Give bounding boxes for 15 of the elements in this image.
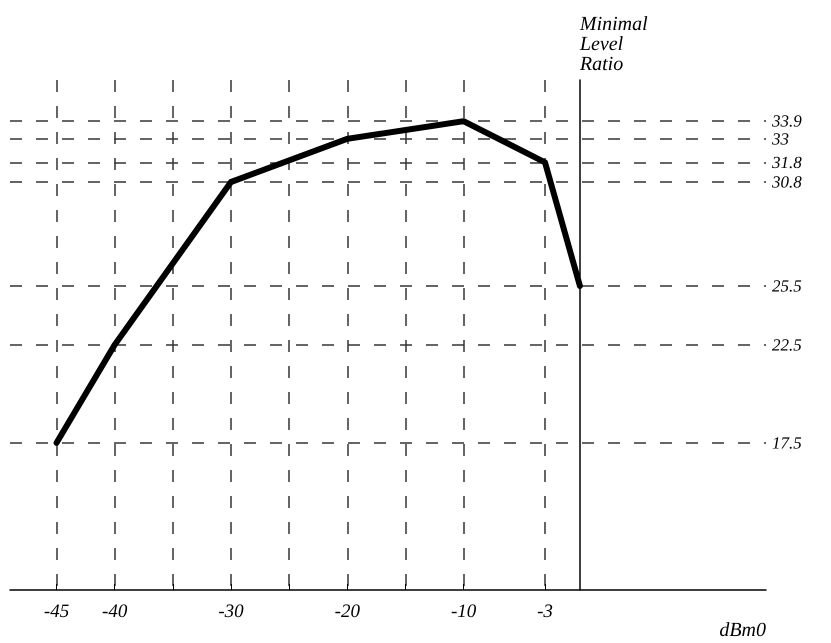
- x-tick-label: -10: [450, 601, 477, 622]
- x-tick-label: -30: [218, 601, 244, 622]
- y-tick-label: 33.9: [771, 112, 802, 131]
- y-tick-label: 33: [771, 129, 789, 148]
- x-axis-title: dBm0: [719, 619, 766, 641]
- y-tick-label: 30.8: [771, 172, 802, 192]
- x-tick-label: -3: [537, 601, 553, 622]
- x-tick-label: -40: [102, 601, 128, 622]
- y-tick-label: 22.5: [772, 335, 802, 354]
- y-tick-label: 31.8: [771, 152, 802, 172]
- x-tick-label: -45: [44, 601, 70, 622]
- y-tick-label: 25.5: [772, 276, 802, 296]
- y-tick-label: 17.5: [772, 433, 802, 452]
- y-axis-title: Minimal Level Ratio: [578, 13, 648, 75]
- x-tick-label: -20: [334, 601, 360, 622]
